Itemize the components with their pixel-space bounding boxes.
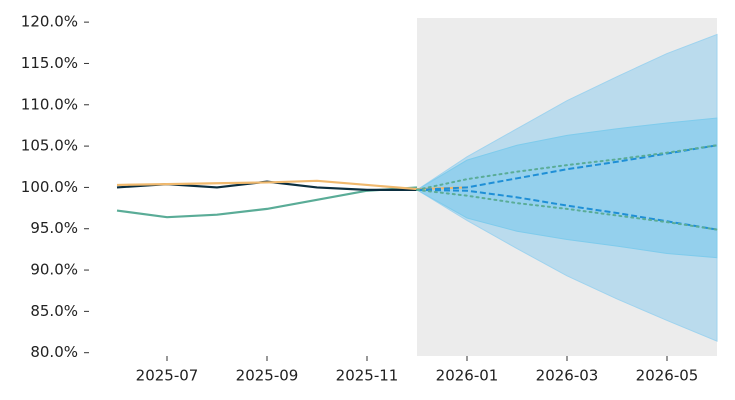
confidence-band [416, 117, 718, 259]
y-tick-label: 85.0% [30, 302, 78, 320]
series-line [416, 188, 718, 231]
y-tick-label: 90.0% [30, 261, 78, 279]
y-tick-label: 80.0% [30, 343, 78, 361]
x-tick-label: 2026-03 [536, 367, 599, 385]
x-tick-label: 2025-09 [236, 367, 299, 385]
y-tick-label: 110.0% [21, 95, 78, 113]
x-tick-label: 2026-05 [636, 367, 699, 385]
x-tick-label: 2025-07 [136, 367, 199, 385]
series-line [116, 179, 468, 191]
y-tick-label: 120.0% [21, 13, 78, 31]
series-line [116, 186, 418, 219]
y-tick-label: 95.0% [30, 219, 78, 237]
series-line [416, 144, 718, 191]
x-tick-label: 2026-01 [436, 367, 499, 385]
y-tick-label: 100.0% [21, 178, 78, 196]
y-tick-label: 105.0% [21, 137, 78, 155]
y-tick-label: 115.0% [21, 54, 78, 72]
x-tick-label: 2025-11 [336, 367, 399, 385]
